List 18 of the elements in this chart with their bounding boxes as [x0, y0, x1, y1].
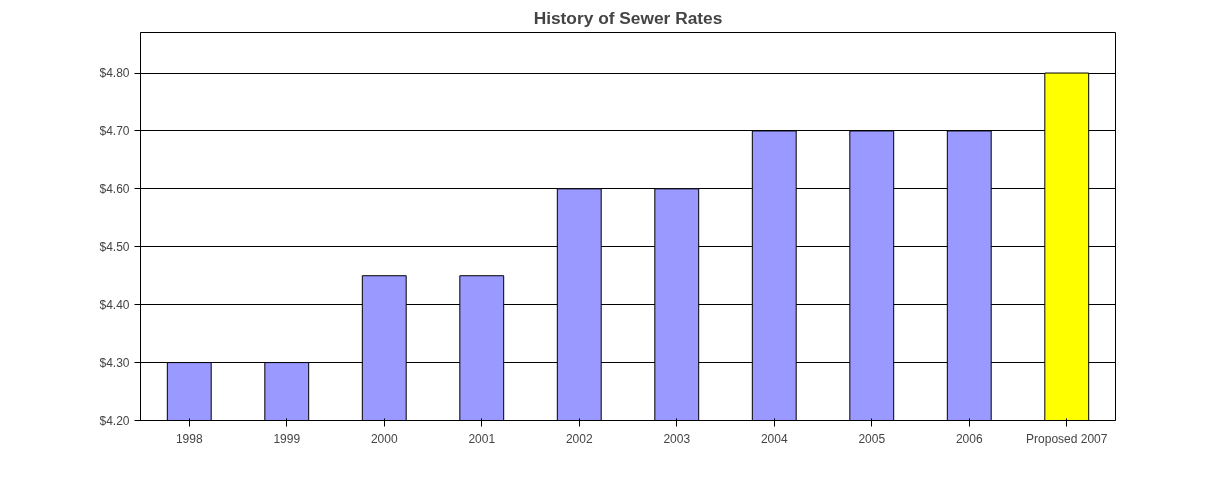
x-tick-label: 2000	[370, 431, 398, 446]
y-tick-label: $4.30	[99, 355, 130, 370]
x-tick-label: 1999	[273, 431, 301, 446]
x-tick-label: 2003	[663, 431, 691, 446]
x-tick-label: 2002	[565, 431, 593, 446]
y-tick-label: $4.80	[99, 66, 130, 81]
y-tick-label: $4.70	[99, 123, 130, 138]
x-tick-label: 2005	[858, 431, 886, 446]
y-tick-label: $4.50	[99, 239, 130, 254]
y-tick-label: $4.40	[99, 297, 130, 312]
y-tick-label: $4.20	[99, 413, 130, 428]
y-tick-label: $4.60	[99, 181, 130, 196]
x-tick-label: 2004	[760, 431, 788, 446]
x-tick-label: 2006	[955, 431, 983, 446]
chart-title: History of Sewer Rates	[533, 7, 723, 28]
x-tick-label: Proposed 2007	[1026, 431, 1108, 446]
x-tick-label: 1998	[175, 431, 203, 446]
x-tick-label: 2001	[468, 431, 496, 446]
